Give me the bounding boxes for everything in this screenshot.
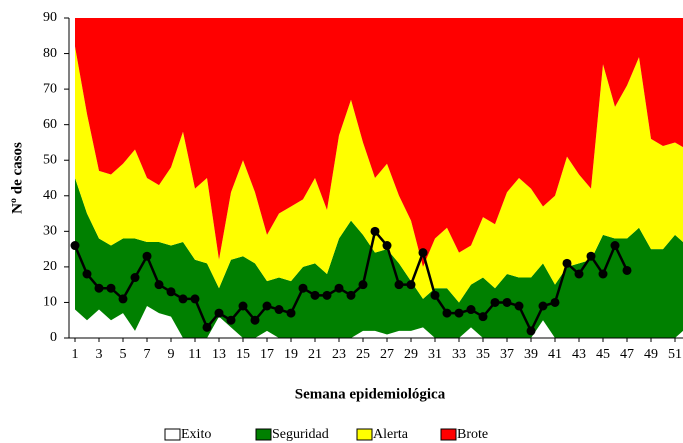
case-marker bbox=[322, 290, 332, 300]
case-marker bbox=[310, 290, 320, 300]
case-marker bbox=[490, 297, 500, 307]
case-marker bbox=[370, 226, 380, 236]
case-marker bbox=[334, 283, 344, 293]
area bbox=[75, 46, 683, 303]
case-marker bbox=[454, 308, 464, 318]
x-axis-title: Semana epidemiológica bbox=[295, 386, 446, 402]
case-marker bbox=[250, 315, 260, 325]
y-tick-label: 70 bbox=[43, 81, 57, 96]
y-tick-label: 20 bbox=[43, 259, 57, 274]
case-marker bbox=[562, 258, 572, 268]
x-tick-label: 31 bbox=[428, 347, 442, 362]
case-marker bbox=[82, 269, 92, 279]
x-tick-label: 25 bbox=[356, 347, 370, 362]
case-marker bbox=[106, 283, 116, 293]
case-marker bbox=[274, 305, 284, 315]
case-marker bbox=[502, 297, 512, 307]
x-tick-label: 29 bbox=[404, 347, 418, 362]
x-tick-label: 1 bbox=[72, 347, 79, 362]
y-tick-label: 90 bbox=[43, 10, 57, 25]
area bbox=[75, 306, 683, 338]
case-marker bbox=[574, 269, 584, 279]
case-marker bbox=[538, 301, 548, 311]
y-tick-label: 80 bbox=[43, 46, 57, 61]
case-marker bbox=[202, 322, 212, 332]
case-marker bbox=[610, 241, 620, 251]
case-marker bbox=[406, 280, 416, 290]
legend-label: Brote bbox=[457, 427, 488, 442]
y-tick-label: 60 bbox=[43, 117, 57, 132]
case-marker bbox=[190, 294, 200, 304]
x-tick-label: 35 bbox=[476, 347, 490, 362]
x-tick-label: 41 bbox=[548, 347, 562, 362]
area bbox=[75, 18, 683, 267]
x-tick-label: 23 bbox=[332, 347, 346, 362]
y-tick-label: 40 bbox=[43, 188, 57, 203]
case-marker bbox=[262, 301, 272, 311]
legend-swatch bbox=[255, 428, 272, 441]
case-marker bbox=[70, 241, 80, 251]
case-marker bbox=[526, 326, 536, 336]
case-marker bbox=[514, 301, 524, 311]
legend-label: Seguridad bbox=[272, 427, 329, 442]
y-tick-label: 30 bbox=[43, 224, 57, 239]
y-axis-title: Nº de casos bbox=[9, 142, 25, 214]
case-marker bbox=[586, 251, 596, 261]
x-tick-label: 21 bbox=[308, 347, 322, 362]
case-marker bbox=[238, 301, 248, 311]
y-tick-label: 10 bbox=[43, 295, 57, 310]
x-tick-label: 39 bbox=[524, 347, 538, 362]
case-marker bbox=[298, 283, 308, 293]
case-marker bbox=[394, 280, 404, 290]
case-marker bbox=[478, 312, 488, 322]
case-marker bbox=[142, 251, 152, 261]
legend-label: Alerta bbox=[373, 427, 409, 442]
case-marker bbox=[550, 297, 560, 307]
case-marker bbox=[94, 283, 104, 293]
case-marker bbox=[118, 294, 128, 304]
case-marker bbox=[622, 265, 632, 275]
legend-label: Exito bbox=[181, 427, 211, 442]
y-tick-label: 0 bbox=[50, 330, 57, 345]
x-tick-label: 47 bbox=[620, 347, 634, 362]
y-tick-label: 50 bbox=[43, 152, 57, 167]
case-marker bbox=[466, 305, 476, 315]
x-tick-label: 9 bbox=[168, 347, 175, 362]
x-tick-label: 37 bbox=[500, 347, 514, 362]
area bbox=[75, 178, 683, 338]
x-tick-label: 33 bbox=[452, 347, 466, 362]
case-marker bbox=[154, 280, 164, 290]
case-marker bbox=[226, 315, 236, 325]
case-marker bbox=[286, 308, 296, 318]
x-tick-label: 11 bbox=[188, 347, 201, 362]
case-marker bbox=[130, 273, 140, 283]
x-tick-label: 45 bbox=[596, 347, 610, 362]
x-tick-label: 5 bbox=[120, 347, 127, 362]
x-tick-label: 27 bbox=[380, 347, 394, 362]
case-marker bbox=[346, 290, 356, 300]
x-tick-label: 3 bbox=[96, 347, 103, 362]
x-tick-label: 19 bbox=[284, 347, 298, 362]
case-marker bbox=[358, 280, 368, 290]
case-marker bbox=[418, 248, 428, 258]
x-tick-label: 13 bbox=[212, 347, 226, 362]
x-tick-label: 15 bbox=[236, 347, 250, 362]
case-marker bbox=[442, 308, 452, 318]
x-tick-label: 49 bbox=[644, 347, 658, 362]
x-tick-label: 51 bbox=[668, 347, 682, 362]
legend-swatch bbox=[164, 428, 181, 441]
case-marker bbox=[178, 294, 188, 304]
case-marker bbox=[430, 290, 440, 300]
case-marker bbox=[382, 241, 392, 251]
x-tick-label: 43 bbox=[572, 347, 586, 362]
x-tick-label: 17 bbox=[260, 347, 274, 362]
case-marker bbox=[214, 308, 224, 318]
legend-swatch bbox=[356, 428, 373, 441]
legend-swatch bbox=[440, 428, 457, 441]
case-marker bbox=[598, 269, 608, 279]
x-tick-label: 7 bbox=[144, 347, 151, 362]
case-marker bbox=[166, 287, 176, 297]
